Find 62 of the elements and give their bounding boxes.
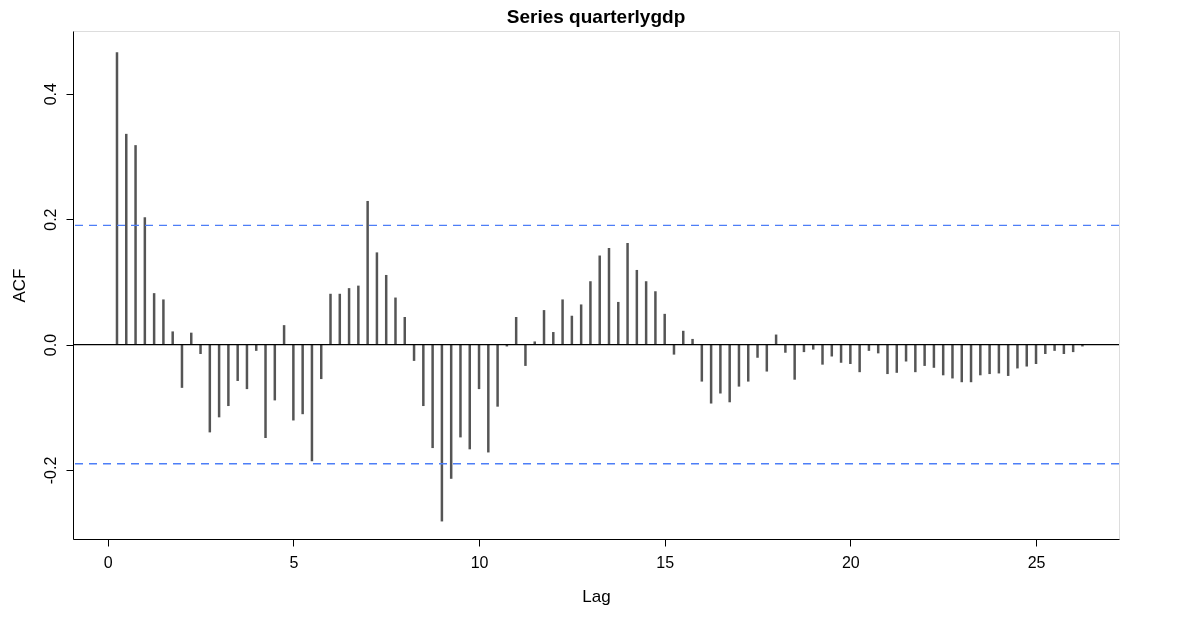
bar bbox=[756, 344, 759, 358]
x-tick-label: 25 bbox=[1027, 553, 1046, 571]
bar bbox=[487, 344, 490, 453]
bar bbox=[589, 281, 592, 345]
bar bbox=[1044, 344, 1047, 354]
bar bbox=[951, 344, 954, 379]
bar bbox=[171, 331, 174, 345]
bar bbox=[236, 344, 239, 381]
bar bbox=[682, 330, 685, 345]
bar bbox=[1053, 344, 1056, 351]
bar bbox=[719, 344, 722, 394]
bar bbox=[663, 313, 666, 345]
y-axis-title: ACF bbox=[9, 268, 29, 303]
bar bbox=[728, 344, 731, 403]
bar bbox=[849, 344, 852, 365]
bar bbox=[422, 344, 425, 407]
bar bbox=[1025, 344, 1028, 367]
bar bbox=[988, 344, 991, 375]
bar bbox=[654, 291, 657, 345]
bar bbox=[292, 344, 295, 421]
bar bbox=[264, 344, 267, 439]
bar bbox=[886, 344, 889, 375]
bar bbox=[301, 344, 304, 415]
y-tick-label: 0.4 bbox=[41, 83, 59, 106]
bar bbox=[357, 285, 360, 345]
bar bbox=[134, 145, 137, 345]
bar bbox=[190, 332, 193, 345]
bar bbox=[524, 344, 527, 366]
bar bbox=[459, 344, 462, 438]
bar bbox=[858, 344, 861, 373]
bar bbox=[626, 242, 629, 345]
bar bbox=[125, 133, 128, 345]
x-tick-label: 20 bbox=[841, 553, 860, 571]
bar bbox=[561, 299, 564, 345]
bar bbox=[431, 344, 434, 449]
bar bbox=[784, 344, 787, 353]
bar bbox=[366, 200, 369, 345]
y-tick-label: 0.0 bbox=[41, 333, 59, 357]
bar bbox=[468, 344, 471, 450]
bar bbox=[227, 344, 230, 407]
bar bbox=[821, 344, 824, 365]
bar bbox=[979, 344, 982, 376]
x-tick-label: 10 bbox=[470, 553, 489, 571]
x-axis-title: Lag bbox=[582, 586, 611, 606]
bar bbox=[793, 344, 796, 380]
bar bbox=[923, 344, 926, 366]
x-tick-label: 0 bbox=[103, 553, 113, 571]
bar bbox=[329, 293, 332, 345]
y-tick-label: -0.2 bbox=[41, 456, 59, 485]
bar bbox=[496, 344, 499, 407]
bar bbox=[199, 344, 202, 354]
bar bbox=[598, 255, 601, 345]
bar bbox=[914, 344, 917, 373]
bar bbox=[552, 332, 555, 345]
bar bbox=[394, 297, 397, 345]
bar bbox=[162, 299, 165, 345]
bar bbox=[1016, 344, 1019, 369]
y-tick-label: 0.2 bbox=[41, 208, 59, 231]
x-tick-label: 5 bbox=[289, 553, 299, 571]
x-tick-label: 15 bbox=[656, 553, 675, 571]
chart-title: Series quarterlygdp bbox=[506, 6, 686, 27]
bar bbox=[617, 301, 620, 345]
